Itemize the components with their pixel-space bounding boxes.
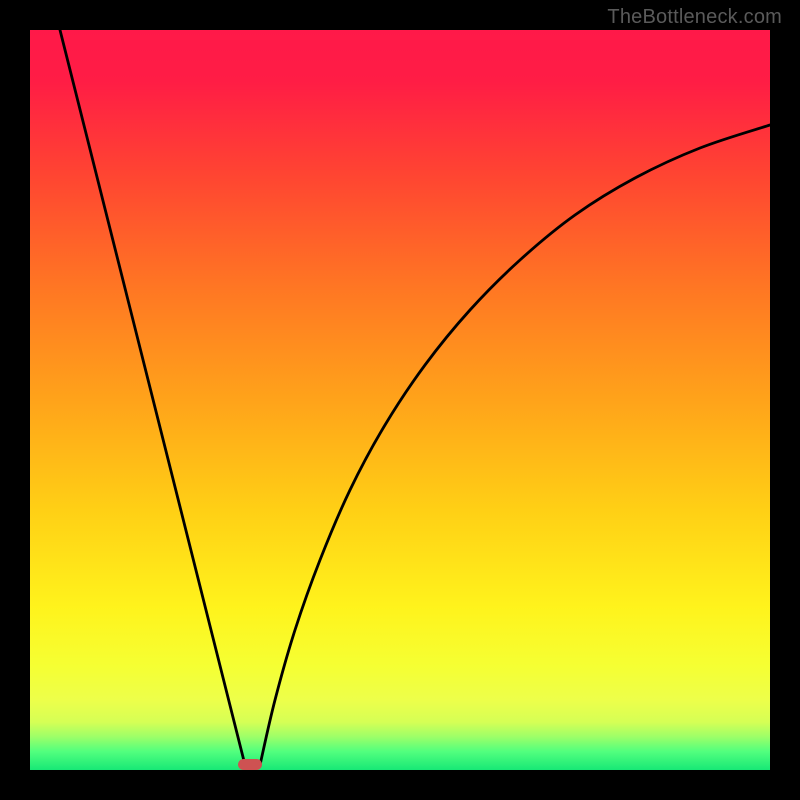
chart-plot-area: [30, 30, 770, 770]
chart-curve: [30, 30, 770, 770]
chart-minimum-marker: [238, 759, 262, 770]
watermark-text: TheBottleneck.com: [607, 6, 782, 29]
